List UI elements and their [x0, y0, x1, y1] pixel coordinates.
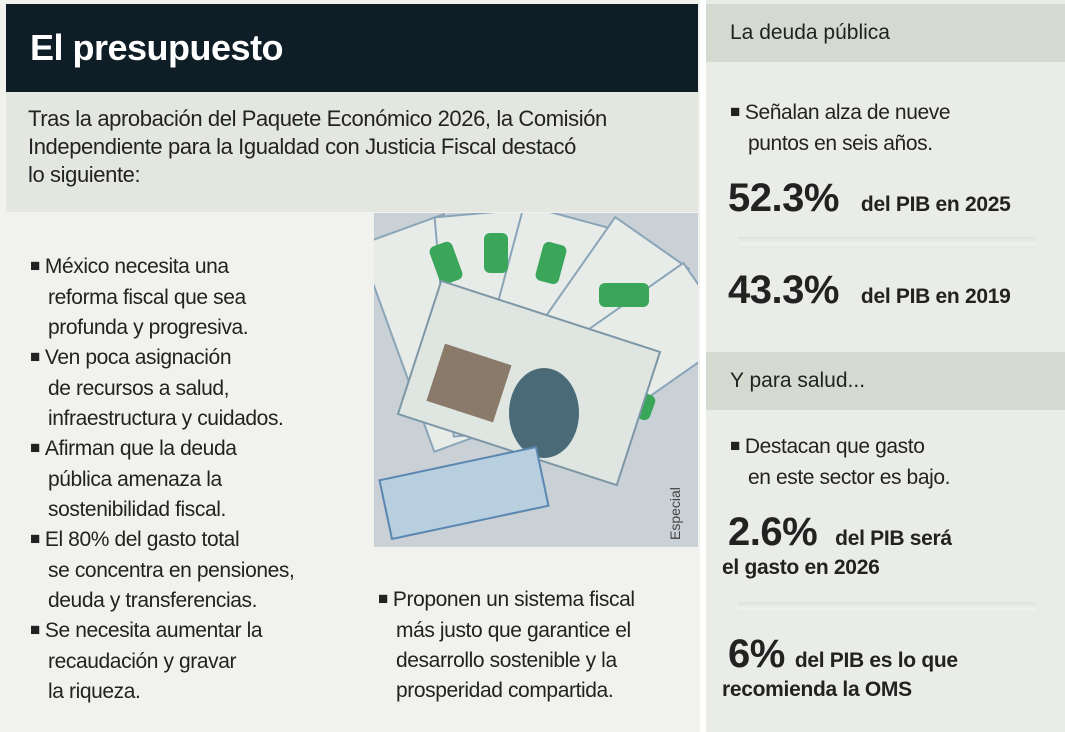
text-line: de recursos a salud, [48, 377, 230, 400]
section-header: Y para salud... [706, 352, 1065, 410]
text-line: más justo que garantice el [396, 619, 631, 642]
text-line: Se necesita aumentar la [30, 616, 294, 647]
stat-value: 43.3% [728, 268, 839, 312]
stat-value: 2.6% [728, 510, 818, 554]
stat-label: del PIB en 2025 [860, 193, 1011, 216]
text-line: Tras la aprobación del Paquete Económico… [28, 106, 607, 131]
text-line: desarrollo sostenible y la [396, 649, 617, 672]
bullet: Se necesita aumentar la recaudación y gra… [30, 616, 294, 707]
text-line: Destacan que gasto [730, 432, 950, 463]
text-line: deuda y transferencias. [48, 589, 258, 612]
text-line: recaudación y gravar [48, 650, 237, 673]
text-line: en este sector es bajo. [748, 466, 951, 489]
health-bullet: Destacan que gasto en este sector es bajo… [730, 432, 951, 493]
stat-label: recomienda la OMS [722, 678, 912, 701]
divider [738, 237, 1036, 245]
stat-value: 52.3% [728, 176, 839, 220]
text-line: lo siguiente: [28, 162, 141, 187]
stat-label: el gasto en 2026 [722, 556, 880, 579]
text-line: reforma fiscal que sea [48, 286, 246, 309]
text-line: la riqueza. [48, 680, 141, 703]
stat-label: del PIB será [835, 527, 952, 550]
stat-value: 6% [728, 632, 785, 676]
stat-label: del PIB en 2019 [860, 285, 1011, 308]
text-line: profunda y progresiva. [48, 316, 249, 339]
bullet: Ven poca asignación de recursos a salud, i… [30, 343, 294, 434]
text-line: puntos en seis años. [748, 132, 933, 155]
bullet: México necesita una reforma fiscal que se… [30, 252, 294, 343]
text-line: Afirman que la deuda [30, 434, 294, 465]
header: El presupuesto [6, 4, 698, 92]
bullet: El 80% del gasto total se concentra en pe… [30, 525, 295, 616]
stat: 6% del PIB es lo que [728, 632, 958, 677]
intro-band [6, 92, 698, 212]
text-line: Independiente para la Igualdad con Justi… [28, 134, 576, 159]
text-line: El 80% del gasto total [30, 525, 294, 556]
text-line: infraestructura y cuidados. [48, 407, 284, 430]
intro: Tras la aprobación del Paquete Económico… [28, 105, 607, 189]
text-line: pública amenaza la [48, 468, 222, 491]
banknotes-photo [374, 213, 698, 547]
section-title: Y para salud... [730, 369, 866, 392]
section-title: La deuda pública [730, 21, 890, 44]
bullet-list: México necesita una reforma fiscal que se… [30, 252, 295, 707]
photo-credit: Especial [667, 487, 683, 540]
text-line: se concentra en pensiones, [48, 559, 295, 582]
text-line: Proponen un sistema fiscal [378, 585, 635, 616]
section-header: La deuda pública [706, 4, 1065, 62]
text-line: prosperidad compartida. [396, 679, 614, 702]
text-line: México necesita una [30, 252, 294, 283]
title: El presupuesto [30, 27, 284, 68]
text-line: Ven poca asignación [30, 343, 294, 374]
divider [738, 602, 1036, 610]
text-line: sostenibilidad fiscal. [48, 498, 226, 521]
stat-label: del PIB es lo que [794, 649, 958, 672]
stat: 52.3% del PIB en 2025 [728, 176, 1011, 221]
bullet: Afirman que la deuda pública amenaza la so… [30, 434, 294, 525]
final-bullet: Proponen un sistema fiscal más justo que … [378, 585, 635, 706]
debt-bullet: Señalan alza de nueve puntos en seis años… [730, 98, 951, 159]
text-line: Señalan alza de nueve [730, 98, 951, 129]
stat: 2.6% del PIB será [728, 510, 952, 555]
stat: 43.3% del PIB en 2019 [728, 268, 1011, 313]
